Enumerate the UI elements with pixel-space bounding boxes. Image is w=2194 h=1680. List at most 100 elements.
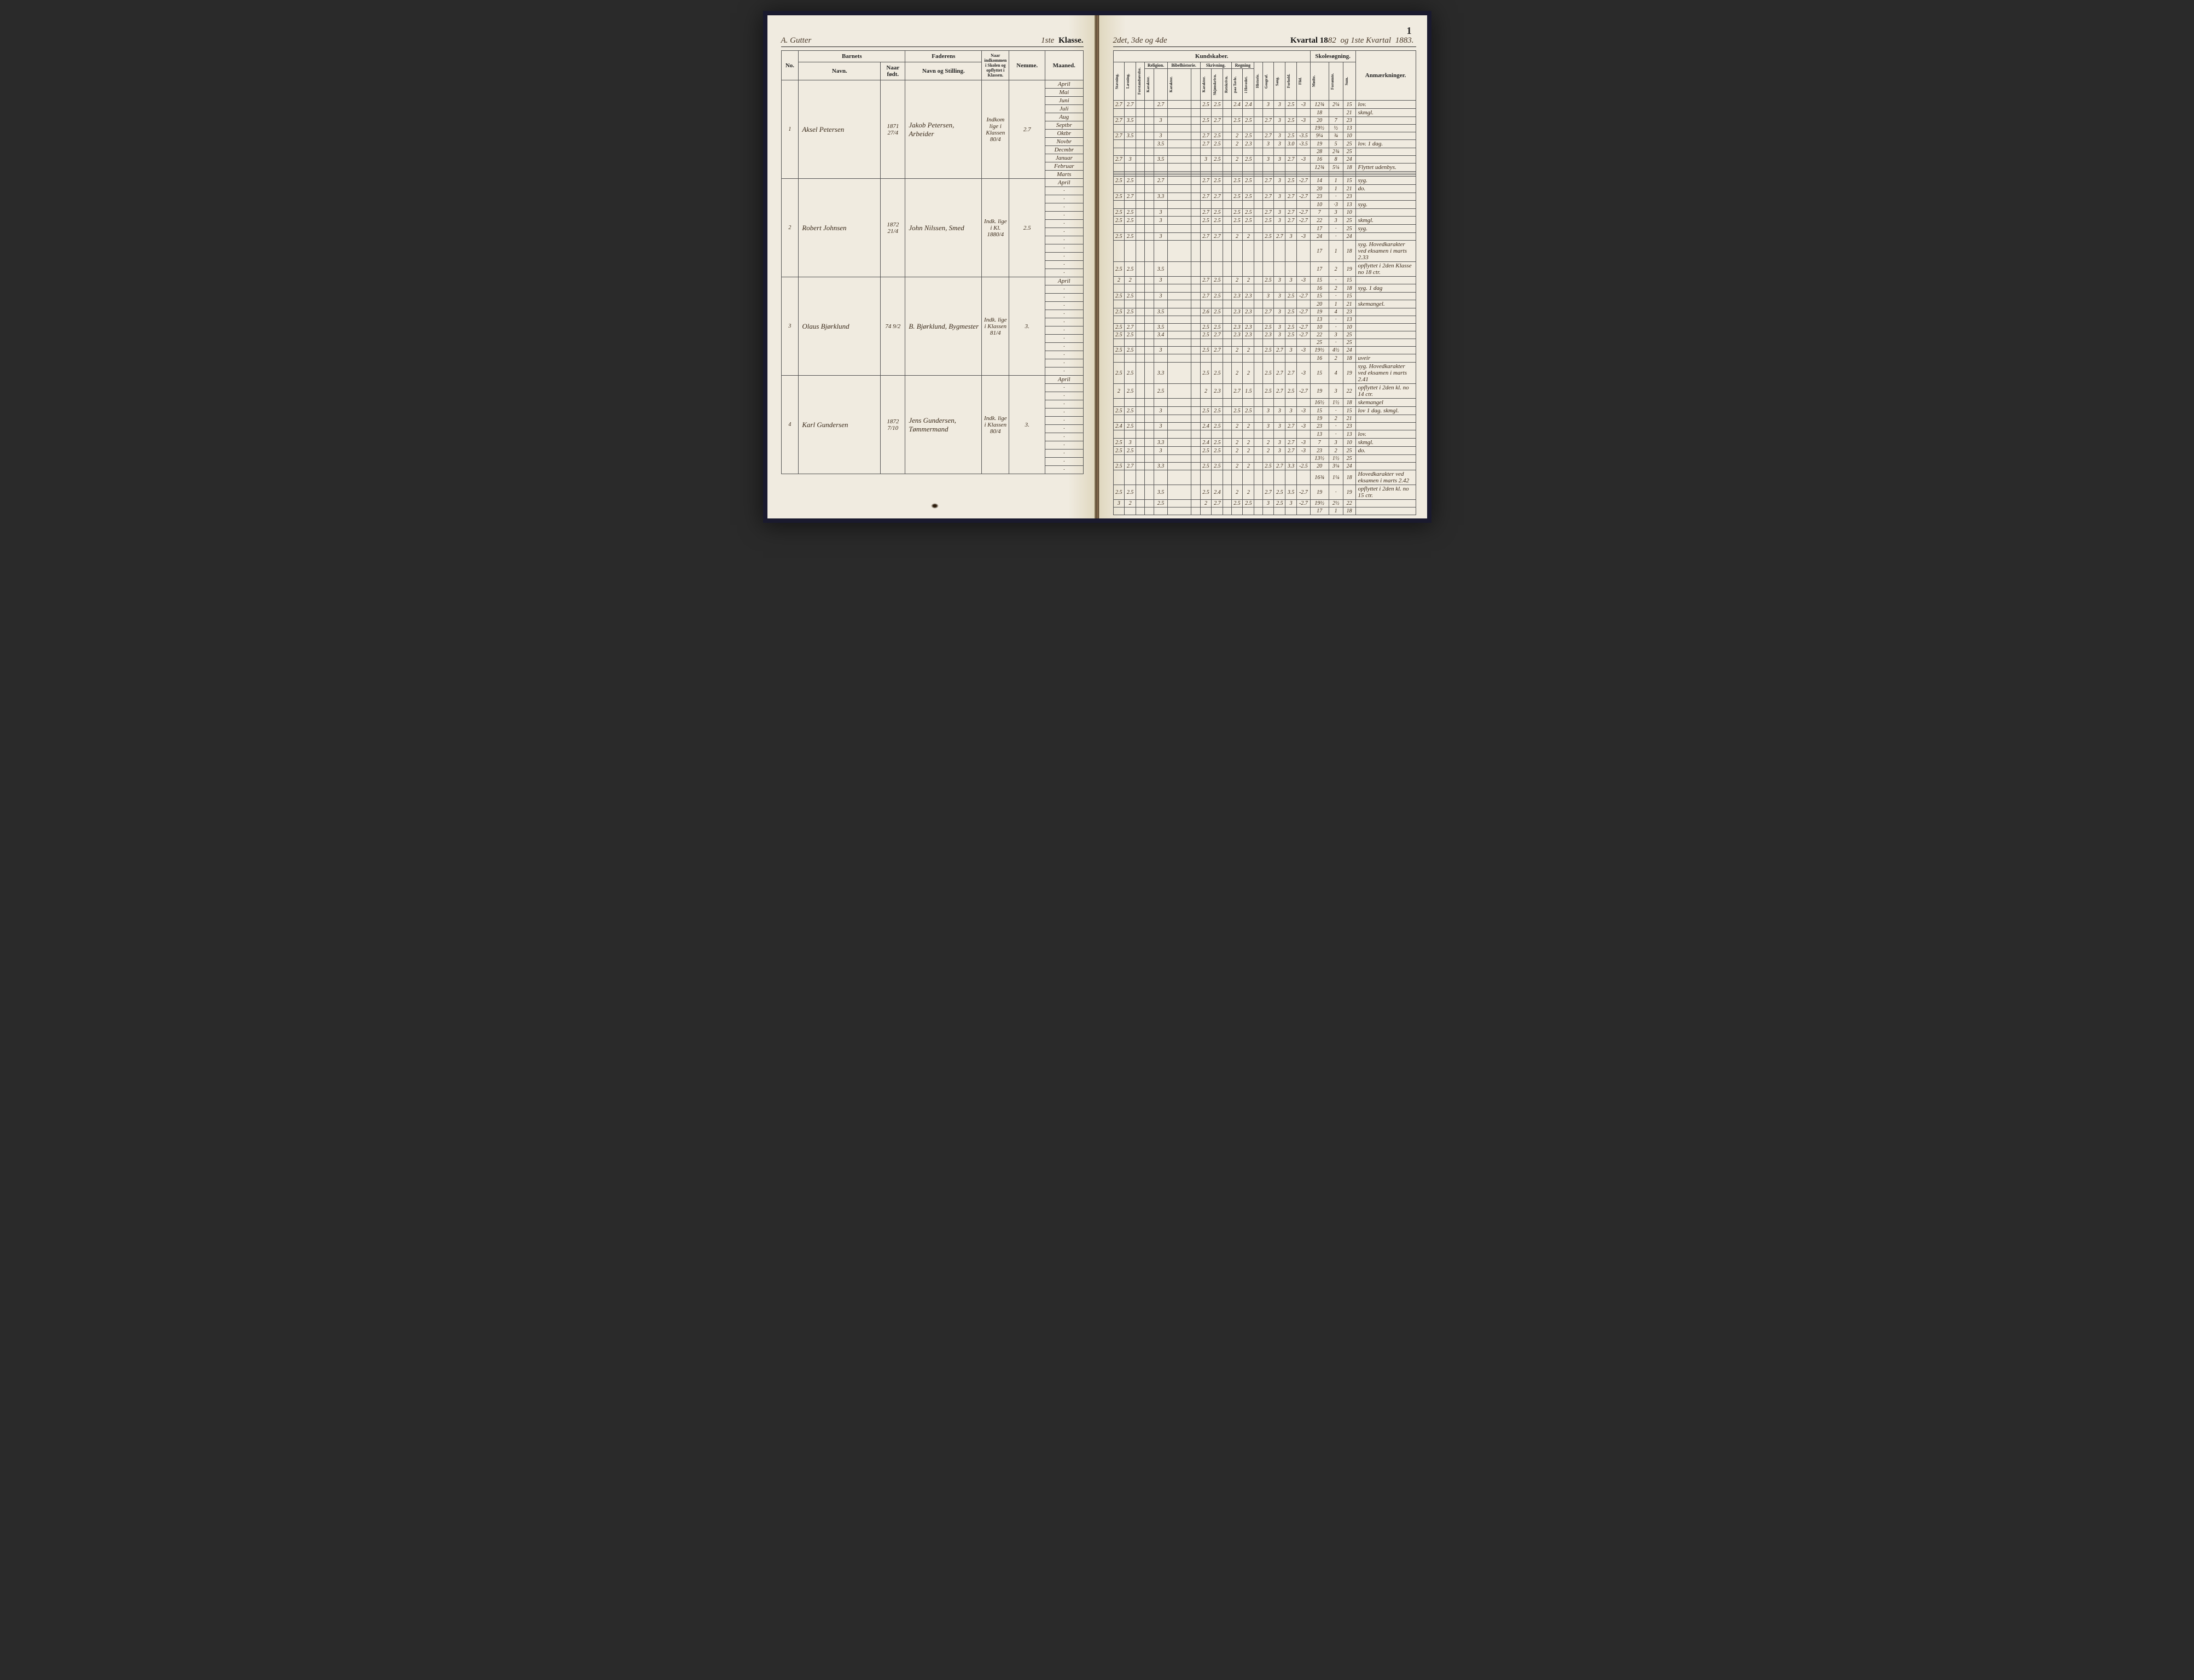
grade-cell bbox=[1262, 262, 1274, 277]
grade-cell bbox=[1285, 455, 1297, 463]
grade-cell: 3 bbox=[1274, 423, 1285, 430]
grade-cell bbox=[1212, 470, 1223, 485]
grade-cell: 28 bbox=[1310, 148, 1329, 156]
grade-cell bbox=[1136, 177, 1144, 185]
grade-cell bbox=[1262, 455, 1274, 463]
grade-cell: 2.7 bbox=[1113, 101, 1125, 109]
grade-cell: 3 bbox=[1329, 439, 1343, 447]
grade-cell bbox=[1243, 109, 1254, 117]
grade-cell bbox=[1144, 164, 1154, 172]
grade-cell: -2.7 bbox=[1297, 500, 1311, 508]
grade-cell: 2.5 bbox=[1243, 209, 1254, 217]
month-cell: Juni bbox=[1045, 97, 1083, 105]
month-cell: · bbox=[1045, 326, 1083, 335]
grade-cell bbox=[1231, 241, 1243, 262]
grade-cell bbox=[1191, 185, 1200, 193]
grade-cell bbox=[1154, 415, 1167, 423]
grade-cell bbox=[1297, 125, 1311, 132]
grade-cell bbox=[1154, 164, 1167, 172]
grade-cell bbox=[1223, 101, 1231, 109]
remark-cell: do. bbox=[1355, 185, 1416, 193]
grade-cell: 3 bbox=[1285, 277, 1297, 284]
grade-cell bbox=[1231, 300, 1243, 308]
table-row: 19221 bbox=[1113, 415, 1416, 423]
remark-cell bbox=[1355, 415, 1416, 423]
month-cell: April bbox=[1045, 179, 1083, 187]
grade-cell bbox=[1136, 485, 1144, 500]
table-row: 20121do. bbox=[1113, 185, 1416, 193]
remark-cell: syg. bbox=[1355, 177, 1416, 185]
grade-cell bbox=[1125, 201, 1136, 209]
grade-cell: 2 bbox=[1231, 140, 1243, 148]
grade-cell: 10 bbox=[1343, 132, 1355, 140]
grade-cell: 1.5 bbox=[1243, 384, 1254, 399]
grade-cell: 3 bbox=[1329, 384, 1343, 399]
grade-cell bbox=[1136, 447, 1144, 455]
grade-cell: 2 bbox=[1231, 347, 1243, 354]
grade-cell bbox=[1167, 354, 1191, 363]
student-no: 4 bbox=[781, 376, 799, 474]
grade-cell: 21 bbox=[1343, 109, 1355, 117]
grade-cell bbox=[1212, 354, 1223, 363]
grade-cell bbox=[1144, 399, 1154, 407]
grade-cell bbox=[1167, 447, 1191, 455]
month-cell: · bbox=[1045, 335, 1083, 343]
table-row: 17·25syg. bbox=[1113, 225, 1416, 233]
grade-cell: 2 bbox=[1262, 439, 1274, 447]
table-row: 13·13lov. bbox=[1113, 430, 1416, 439]
grade-cell: 2.5 bbox=[1113, 407, 1125, 415]
grade-cell bbox=[1274, 455, 1285, 463]
grade-cell: 2.7 bbox=[1125, 463, 1136, 470]
grade-cell bbox=[1136, 439, 1144, 447]
month-cell: · bbox=[1045, 195, 1083, 203]
grade-cell bbox=[1274, 201, 1285, 209]
student-name: Karl Gundersen bbox=[799, 376, 881, 474]
grade-cell bbox=[1212, 125, 1223, 132]
grade-cell: 2.5 bbox=[1154, 384, 1167, 399]
month-cell: · bbox=[1045, 441, 1083, 450]
grade-cell: 2.7 bbox=[1285, 156, 1297, 164]
grade-cell bbox=[1223, 347, 1231, 354]
remark-cell bbox=[1355, 117, 1416, 125]
grade-cell bbox=[1254, 156, 1262, 164]
grade-cell: 2.5 bbox=[1212, 363, 1223, 384]
grade-cell bbox=[1167, 117, 1191, 125]
grade-cell: 2.7 bbox=[1113, 156, 1125, 164]
grade-cell bbox=[1144, 148, 1154, 156]
grade-cell bbox=[1285, 339, 1297, 347]
grade-cell: · bbox=[1329, 324, 1343, 331]
grade-cell: 23 bbox=[1310, 447, 1329, 455]
grade-cell bbox=[1144, 284, 1154, 293]
grade-cell: 2.5 bbox=[1125, 233, 1136, 241]
grade-cell: 10 bbox=[1343, 324, 1355, 331]
grade-cell bbox=[1231, 284, 1243, 293]
grade-cell: 2.5 bbox=[1231, 407, 1243, 415]
grade-cell bbox=[1136, 399, 1144, 407]
grade-cell bbox=[1212, 430, 1223, 439]
grade-cell: 3 bbox=[1285, 233, 1297, 241]
grade-cell: 2.5 bbox=[1212, 308, 1223, 316]
grade-cell bbox=[1254, 500, 1262, 508]
grade-cell bbox=[1167, 308, 1191, 316]
grade-cell bbox=[1136, 463, 1144, 470]
grade-cell: 2.5 bbox=[1212, 101, 1223, 109]
grade-cell bbox=[1285, 430, 1297, 439]
grade-cell: -2.7 bbox=[1297, 177, 1311, 185]
grade-cell bbox=[1144, 423, 1154, 430]
grade-cell: 23 bbox=[1343, 308, 1355, 316]
grade-cell: 2.5 bbox=[1212, 217, 1223, 225]
nemme: 2.7 bbox=[1009, 80, 1045, 179]
grade-cell bbox=[1144, 233, 1154, 241]
grade-cell: 24 bbox=[1343, 463, 1355, 470]
grade-cell bbox=[1167, 508, 1191, 515]
grade-cell bbox=[1200, 125, 1212, 132]
grade-cell bbox=[1285, 415, 1297, 423]
grade-cell: 2.7 bbox=[1274, 233, 1285, 241]
grade-cell: 2.5 bbox=[1243, 156, 1254, 164]
grade-cell bbox=[1254, 201, 1262, 209]
grade-cell bbox=[1167, 363, 1191, 384]
grade-cell bbox=[1144, 308, 1154, 316]
grade-cell bbox=[1223, 339, 1231, 347]
col-barnets: Barnets bbox=[799, 51, 905, 62]
grade-cell bbox=[1223, 331, 1231, 339]
